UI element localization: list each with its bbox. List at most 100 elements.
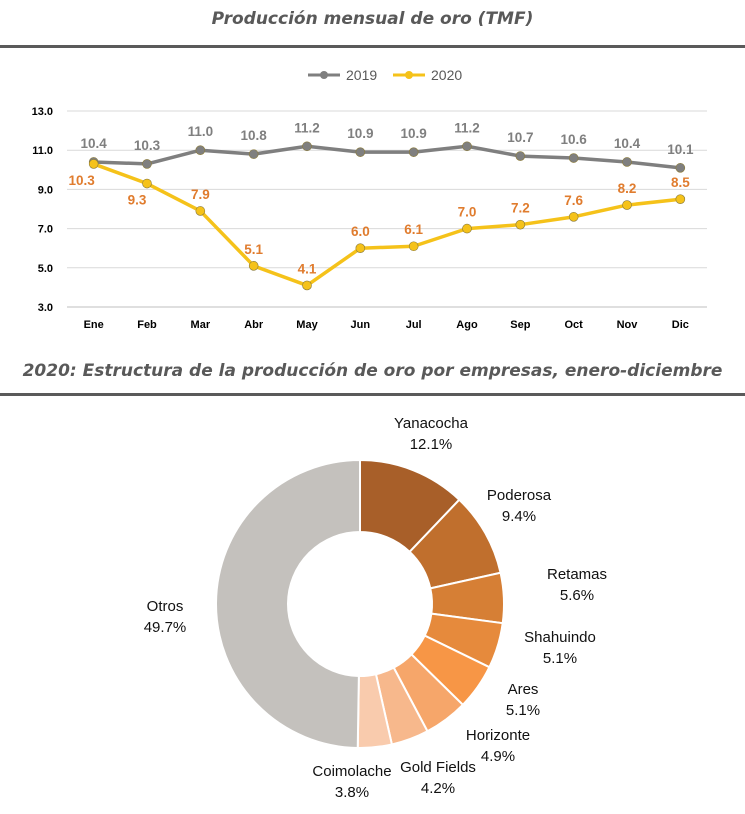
point-2020 — [248, 261, 259, 271]
point-2020 — [195, 206, 206, 216]
point-2019 — [675, 163, 686, 173]
point-2019 — [515, 151, 526, 161]
point-2019 — [355, 147, 366, 157]
slice-percent: 9.4% — [502, 508, 536, 525]
data-label-2019: 10.4 — [81, 136, 108, 151]
slice-label: Poderosa — [487, 487, 552, 504]
data-label-2019: 11.2 — [294, 120, 320, 135]
data-label-2019: 10.8 — [241, 128, 268, 143]
slice-label: Gold Fields — [400, 759, 476, 776]
point-2020 — [88, 159, 99, 169]
x-tick-label: Oct — [564, 319, 583, 331]
donut-chart-title: 2020: Estructura de la producción de oro… — [22, 361, 723, 381]
legend-marker-2019 — [320, 71, 328, 79]
legend: 2019 2020 — [308, 67, 462, 83]
slice-label: Horizonte — [466, 727, 530, 744]
slice-label: Coimolache — [312, 763, 391, 780]
slice-percent: 4.9% — [481, 748, 515, 765]
data-label-2020: 10.3 — [69, 173, 96, 188]
data-label-2019: 10.9 — [347, 126, 373, 141]
data-label-2020: 7.9 — [191, 187, 210, 202]
data-label-2019: 10.7 — [507, 130, 533, 145]
slice-percent: 5.1% — [543, 650, 577, 667]
point-2020 — [408, 241, 419, 252]
y-tick-label: 11.0 — [32, 145, 53, 157]
slice-percent: 12.1% — [410, 436, 453, 453]
legend-marker-2020 — [405, 71, 413, 79]
slice-percent: 4.2% — [421, 780, 455, 797]
x-tick-label: Dic — [672, 319, 689, 331]
slice-labels: Yanacocha 12.1% Poderosa 9.4% Retamas 5.6% Sha… — [144, 415, 607, 801]
slice-label: Retamas — [547, 566, 607, 583]
slice-label: Yanacocha — [394, 415, 469, 432]
series-line-2019 — [93, 144, 681, 170]
gridlines — [67, 110, 707, 308]
x-tick-label: Feb — [137, 319, 157, 331]
title-divider — [0, 45, 745, 48]
line-chart: 3.0 5.0 7.0 9.0 11.0 13.0 Ene Feb Mar Abr May Jun J… — [32, 67, 707, 331]
series-line-2020 — [93, 162, 681, 288]
point-2020 — [568, 212, 579, 222]
slice-label: Otros — [147, 598, 184, 615]
y-tick-labels: 3.0 5.0 7.0 9.0 11.0 13.0 — [32, 106, 53, 314]
line-chart-title: Producción mensual de oro (TMF) — [211, 9, 534, 29]
data-label-2020: 7.2 — [511, 201, 530, 216]
x-tick-label: Sep — [510, 319, 530, 331]
title-divider-2 — [0, 393, 745, 396]
data-label-2020: 6.0 — [351, 224, 370, 239]
point-2019 — [568, 153, 579, 163]
x-tick-label: Ene — [84, 319, 104, 331]
slice-percent: 3.8% — [335, 784, 369, 801]
slice-label: Shahuindo — [524, 629, 596, 646]
y-tick-label: 5.0 — [38, 263, 53, 275]
data-label-2019: 10.1 — [667, 142, 694, 157]
data-label-2020: 8.5 — [671, 175, 690, 190]
legend-label-2019: 2019 — [346, 67, 377, 83]
point-2019 — [462, 141, 472, 152]
data-label-2020: 9.3 — [128, 193, 147, 208]
slice-label: Ares — [508, 681, 539, 698]
point-2020 — [675, 194, 686, 204]
point-2019 — [622, 157, 632, 167]
y-tick-label: 7.0 — [38, 224, 53, 236]
x-tick-label: Jul — [406, 319, 422, 331]
x-tick-label: May — [296, 319, 318, 331]
point-2020 — [515, 219, 526, 230]
x-tick-label: Abr — [244, 319, 264, 331]
data-label-2019: 11.0 — [188, 124, 214, 139]
point-2020 — [302, 280, 312, 291]
slice-percent: 5.1% — [506, 702, 540, 719]
data-label-2019: 10.3 — [134, 138, 161, 153]
slice-percent: 5.6% — [560, 587, 594, 604]
legend-label-2020: 2020 — [431, 67, 462, 83]
point-2020 — [462, 223, 472, 234]
x-tick-labels: Ene Feb Mar Abr May Jun Jul Ago Sep Oct Nov Dic — [84, 319, 689, 331]
point-2020 — [355, 243, 366, 253]
data-label-2019: 11.2 — [454, 120, 480, 135]
data-label-2020: 5.1 — [244, 242, 263, 257]
data-label-2020: 8.2 — [618, 181, 637, 196]
x-tick-label: Ago — [456, 319, 478, 331]
donut-slices — [215, 458, 505, 749]
data-label-2020: 7.0 — [458, 205, 477, 220]
point-2019 — [408, 147, 419, 157]
x-tick-label: Jun — [351, 319, 371, 331]
point-2019 — [195, 145, 206, 155]
y-tick-label: 13.0 — [32, 106, 53, 118]
x-tick-label: Mar — [191, 319, 211, 331]
data-label-2019: 10.6 — [561, 132, 588, 147]
point-2019 — [142, 159, 152, 169]
data-label-2019: 10.4 — [614, 136, 641, 151]
point-2020 — [142, 178, 152, 189]
data-label-2019: 10.9 — [401, 126, 427, 141]
point-2019 — [302, 141, 312, 152]
y-tick-label: 3.0 — [38, 302, 53, 314]
y-tick-label: 9.0 — [38, 184, 53, 196]
point-2020 — [622, 200, 632, 210]
slice-percent: 49.7% — [144, 619, 187, 636]
series-lines — [88, 141, 686, 291]
x-tick-label: Nov — [617, 319, 639, 331]
data-label-2020: 4.1 — [298, 261, 317, 276]
data-label-2020: 6.1 — [404, 222, 423, 237]
